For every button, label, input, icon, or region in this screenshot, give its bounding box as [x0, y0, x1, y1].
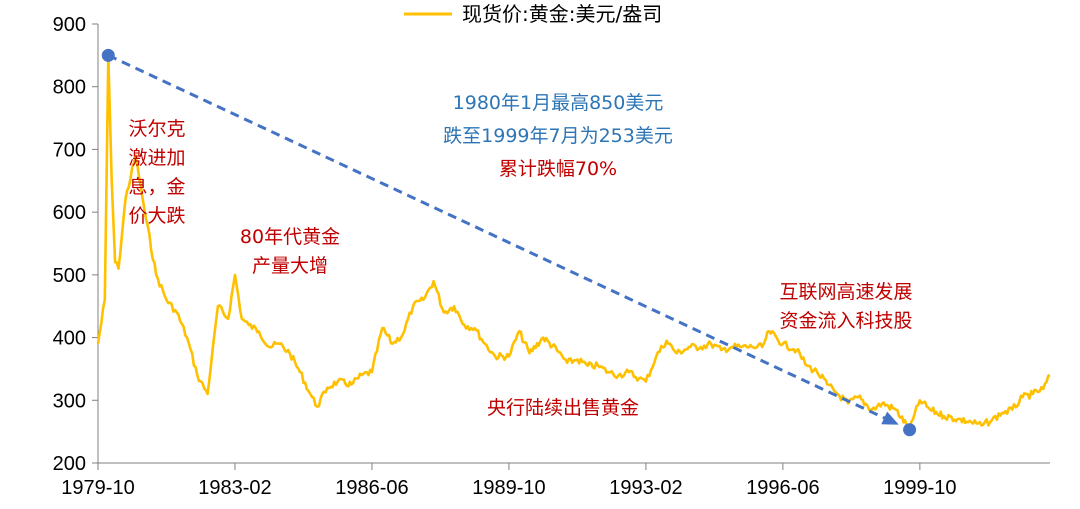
x-tick-label: 1989-10: [472, 477, 545, 499]
peak-marker: [101, 48, 115, 62]
y-tick-label: 400: [53, 328, 86, 350]
x-tick-label: 1996-06: [746, 477, 819, 499]
chart-axes: 200 300 400 500 600 700 800 900 1979-10 1983-02 19…: [53, 14, 1050, 499]
y-tick-label: 500: [53, 265, 86, 287]
legend: 现货价:黄金:美元/盎司: [404, 2, 662, 26]
series-layer: [96, 54, 1051, 432]
x-tick-label: 1999-10: [883, 477, 956, 499]
y-tick-label: 800: [53, 77, 86, 99]
annotation-volcker-line-1: 沃尔克: [128, 118, 185, 140]
trough-marker: [903, 423, 917, 437]
annotation-peak-trough-line-2: 跌至1999年7月为253美元: [443, 125, 673, 147]
annotation-production-line-1: 80年代黄金: [240, 226, 340, 248]
x-tick-label: 1983-02: [198, 477, 271, 499]
y-tick-label: 300: [53, 390, 86, 412]
annotation-cumulative-drop-line: 累计跌幅70%: [499, 158, 617, 180]
annotation-volcker-line-3: 息，金: [128, 176, 185, 198]
y-tick-label: 200: [53, 453, 86, 475]
annotation-production: 80年代黄金 产量大增: [240, 226, 340, 277]
annotation-volcker: 沃尔克 激进加 息，金 价大跌: [128, 118, 185, 227]
x-tick-label: 1993-02: [609, 477, 682, 499]
annotation-peak-trough: 1980年1月最高850美元 跌至1999年7月为253美元: [443, 92, 673, 147]
legend-label: 现货价:黄金:美元/盎司: [462, 2, 662, 26]
y-tick-label: 900: [53, 14, 86, 36]
annotation-internet-line-1: 互联网高速发展: [779, 281, 912, 303]
x-tick-label: 1979-10: [61, 477, 134, 499]
annotation-central-banks-line: 央行陆续出售黄金: [487, 397, 639, 419]
trend-arrow-head: [881, 411, 899, 425]
annotation-cumulative-drop: 累计跌幅70%: [499, 158, 617, 180]
annotation-central-banks: 央行陆续出售黄金: [487, 397, 639, 419]
annotation-peak-trough-line-1: 1980年1月最高850美元: [453, 92, 664, 114]
annotation-volcker-line-4: 价大跌: [128, 205, 185, 227]
annotation-volcker-line-2: 激进加: [128, 147, 185, 169]
trend-arrow-line: [107, 53, 893, 423]
annotation-internet-line-2: 资金流入科技股: [779, 310, 912, 332]
y-tick-label: 700: [53, 139, 86, 161]
y-tick-label: 600: [53, 202, 86, 224]
annotation-internet: 互联网高速发展 资金流入科技股: [779, 281, 912, 332]
trend-layer: [101, 48, 917, 437]
gold-price-line: [96, 54, 1051, 432]
x-tick-label: 1986-06: [335, 477, 408, 499]
annotation-production-line-2: 产量大增: [252, 255, 328, 277]
